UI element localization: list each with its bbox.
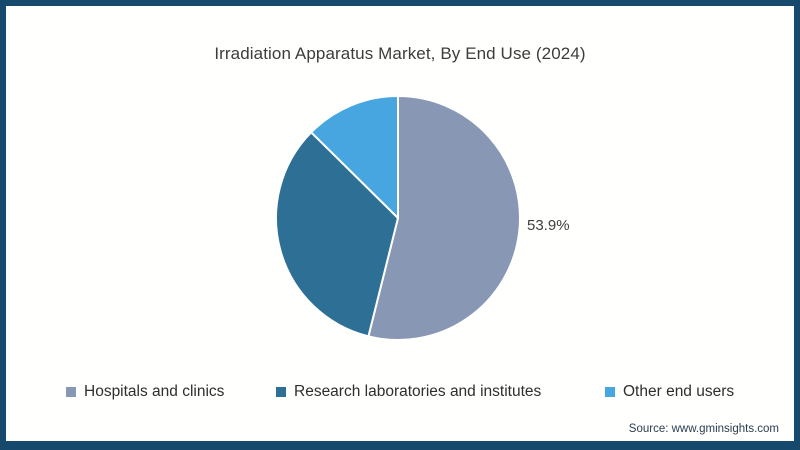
pie-chart (275, 95, 521, 341)
source-attribution: Source: www.gminsights.com (628, 423, 779, 435)
legend: Hospitals and clinics Research laborator… (6, 383, 794, 405)
legend-item-other-end-users: Other end users (605, 383, 734, 401)
legend-item-research-laboratories-and-institutes: Research laboratories and institutes (276, 383, 541, 401)
chart-title: Irradiation Apparatus Market, By End Use… (214, 44, 586, 63)
legend-label: Other end users (623, 383, 735, 400)
legend-label: Research laboratories and institutes (294, 383, 542, 400)
legend-swatch-hospitals-and-clinics (66, 387, 76, 397)
pie-slice-other-end-users (310, 95, 399, 219)
legend-label: Hospitals and clinics (84, 383, 225, 400)
pie-slice-research-laboratories-and-institutes (275, 131, 399, 338)
legend-swatch-other-end-users (605, 387, 615, 397)
legend-item-hospitals-and-clinics: Hospitals and clinics (66, 383, 224, 401)
slice-value-label: 53.9% (527, 217, 570, 234)
pie-slice-hospitals-and-clinics (367, 95, 521, 341)
legend-swatch-research-laboratories-and-institutes (276, 387, 286, 397)
